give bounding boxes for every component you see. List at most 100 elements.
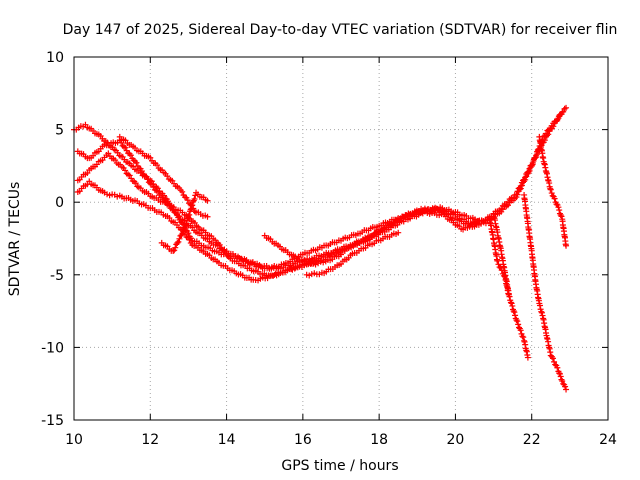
y-tick-label: -5: [50, 268, 64, 284]
x-tick-label: 16: [294, 432, 312, 448]
data-point-marker: [144, 176, 151, 183]
data-point-marker: [554, 364, 561, 371]
data-point-marker: [543, 132, 550, 139]
data-point-marker: [122, 144, 129, 151]
data-point-marker: [191, 195, 198, 202]
data-point-marker: [556, 370, 563, 377]
data-point-marker: [143, 173, 150, 180]
y-tick-label: 5: [55, 123, 64, 139]
data-point-marker: [204, 213, 211, 220]
data-point-marker: [524, 354, 531, 361]
data-point-marker: [529, 159, 536, 166]
data-point-marker: [475, 218, 482, 225]
data-point-marker: [547, 186, 554, 193]
x-tick-label: 18: [370, 432, 388, 448]
x-tick-label: 20: [447, 432, 465, 448]
x-tick-label: 22: [523, 432, 541, 448]
data-point-marker: [556, 207, 563, 214]
data-point-marker: [553, 201, 560, 208]
data-point-marker: [558, 213, 565, 220]
data-point-marker: [513, 191, 520, 198]
data-point-marker: [181, 194, 188, 201]
grid-lines: [74, 57, 608, 420]
data-point-marker: [338, 251, 344, 258]
plot-frame: [73, 56, 609, 421]
data-point-marker: [515, 321, 522, 328]
data-point-marker: [505, 290, 512, 297]
data-point-marker: [512, 312, 519, 319]
data-point-marker: [170, 248, 177, 255]
data-point-marker: [533, 154, 540, 161]
data-point-marker: [513, 316, 520, 323]
data-point-marker: [519, 333, 526, 340]
data-point-marker: [525, 168, 532, 175]
data-point-marker: [520, 334, 527, 341]
data-point-marker: [395, 229, 402, 236]
data-point-marker: [559, 378, 566, 385]
x-tick-label: 12: [141, 432, 159, 448]
data-point-marker: [127, 152, 134, 159]
data-point-marker: [136, 165, 143, 172]
data-point-marker: [551, 358, 558, 365]
data-point-marker: [514, 318, 521, 325]
data-point-marker: [524, 169, 531, 176]
x-tick-label: 14: [218, 432, 236, 448]
data-point-marker: [174, 239, 181, 246]
data-point-marker: [558, 376, 565, 383]
data-point-marker: [179, 188, 186, 195]
series-drop-2: [490, 210, 512, 297]
data-point-marker: [186, 211, 193, 218]
data-point-marker: [120, 143, 127, 150]
y-tick-label: -10: [41, 340, 64, 356]
data-points: [71, 104, 570, 393]
data-point-marker: [176, 235, 183, 242]
data-point-marker: [510, 308, 517, 315]
data-point-marker: [563, 242, 570, 249]
y-tick-label: -15: [41, 413, 64, 429]
data-point-marker: [172, 244, 179, 251]
x-tick-label: 10: [65, 432, 83, 448]
x-axis-label: GPS time / hours: [281, 458, 398, 474]
data-point-marker: [154, 188, 161, 195]
data-point-marker: [534, 151, 541, 158]
data-point-marker: [526, 165, 533, 172]
data-point-marker: [555, 115, 562, 122]
data-point-marker: [508, 300, 515, 307]
data-point-marker: [122, 167, 129, 174]
data-point-marker: [538, 308, 545, 315]
data-point-marker: [514, 188, 521, 195]
axis-ticks: 10 12 14 16 18 20 22 24 -15 -10 -5 0 5 10: [41, 50, 617, 448]
data-point-marker: [541, 137, 548, 144]
series-track-7: [261, 232, 344, 268]
data-point-marker: [507, 299, 514, 306]
data-point-marker: [552, 118, 559, 125]
data-point-marker: [549, 355, 556, 362]
data-point-marker: [494, 257, 501, 264]
data-point-marker: [559, 109, 566, 116]
data-point-marker: [557, 212, 564, 219]
data-point-marker: [204, 197, 211, 204]
data-point-marker: [138, 168, 145, 175]
data-point-marker: [555, 204, 562, 211]
data-point-marker: [175, 238, 182, 245]
data-point-marker: [188, 205, 195, 212]
data-point-marker: [562, 383, 569, 390]
data-point-marker: [551, 195, 558, 202]
data-point-marker: [179, 230, 186, 237]
data-point-marker: [550, 123, 557, 130]
data-point-marker: [506, 293, 513, 300]
data-point-marker: [133, 159, 140, 166]
series-track-6: [158, 189, 211, 255]
data-point-marker: [538, 309, 545, 316]
data-point-marker: [216, 241, 223, 248]
data-point-marker: [536, 302, 543, 309]
series-drop-1: [486, 216, 531, 361]
y-axis-label: SDTVAR / TECUs: [7, 182, 23, 297]
series-drop-4: [536, 133, 570, 249]
y-tick-label: 0: [55, 195, 64, 211]
series-track-4: [74, 178, 482, 284]
series-track-8: [303, 229, 402, 279]
series-drop-3: [521, 191, 570, 393]
data-point-marker: [222, 249, 229, 256]
